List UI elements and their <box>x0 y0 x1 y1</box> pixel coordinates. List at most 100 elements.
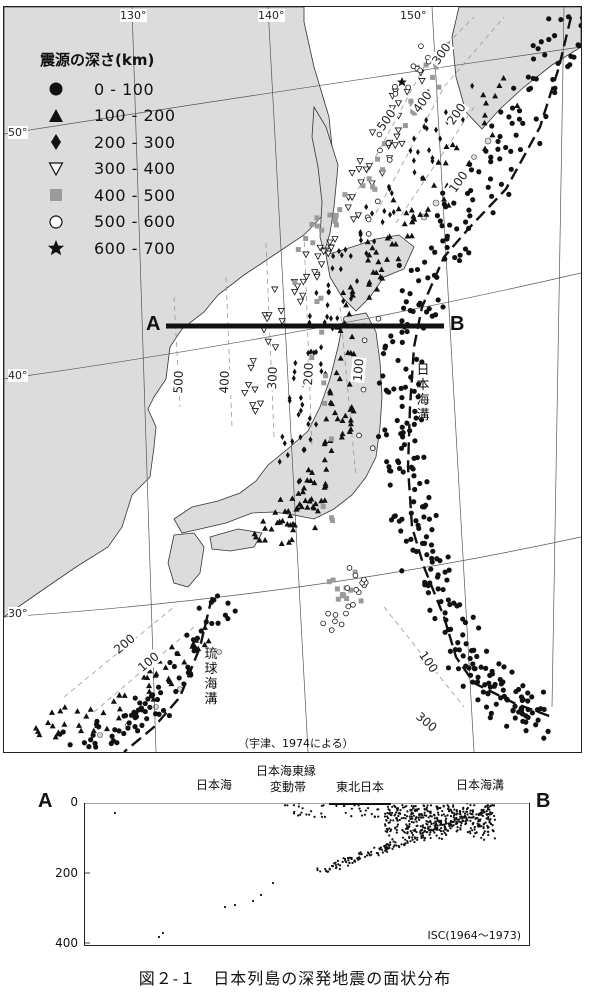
hypocenter-mark <box>470 197 476 203</box>
xsec-hypocenter-mark <box>429 836 432 840</box>
hypocenter-mark <box>326 239 334 247</box>
hypocenter-mark <box>249 358 257 365</box>
xsec-hypocenter-mark <box>453 819 456 822</box>
hypocenter-mark <box>404 232 411 239</box>
xsec-hypocenter-mark <box>482 826 485 829</box>
hypocenter-mark <box>306 498 313 504</box>
xsec-hypocenter-mark <box>445 833 448 836</box>
hypocenter-mark <box>319 248 328 256</box>
hypocenter-mark <box>372 238 377 245</box>
hypocenter-mark <box>325 313 330 321</box>
xsec-hypocenter-mark <box>493 837 496 840</box>
hypocenter-mark <box>295 247 301 253</box>
hypocenter-mark <box>416 525 422 531</box>
hypocenter-mark <box>424 552 430 558</box>
hypocenter-mark <box>432 249 438 255</box>
hypocenter-mark <box>32 724 39 731</box>
hypocenter-mark <box>390 196 397 203</box>
xsec-hypocenter-mark <box>419 829 423 832</box>
xsec-hypocenter-mark <box>485 817 488 820</box>
hypocenter-mark <box>311 269 319 276</box>
hypocenter-mark <box>45 719 52 726</box>
xsec-hypocenter-mark <box>487 806 490 810</box>
hypocenter-mark <box>314 223 320 229</box>
hypocenter-mark <box>449 141 456 148</box>
hypocenter-mark <box>444 577 450 583</box>
xsec-hypocenter-mark <box>429 819 432 822</box>
xsec-hypocenter-mark <box>456 826 459 829</box>
xsec-hypocenter-mark <box>394 841 397 844</box>
xsec-hypocenter-mark <box>469 827 472 830</box>
xsec-hypocenter-mark <box>443 823 446 826</box>
xsec-hypocenter-mark <box>401 828 404 832</box>
xsec-hypocenter-mark <box>416 838 419 842</box>
xsec-hypocenter-mark <box>471 816 474 819</box>
hypocenter-mark <box>309 469 316 475</box>
hypocenter-mark <box>146 667 153 674</box>
xsec-hypocenter-mark <box>427 827 430 830</box>
hypocenter-mark <box>321 440 328 447</box>
xsec-hypocenter-mark <box>479 813 483 816</box>
hypocenter-mark <box>426 494 432 501</box>
xsec-hypocenter-mark <box>388 827 391 830</box>
hypocenter-mark <box>232 608 238 614</box>
hypocenter-mark <box>327 244 335 252</box>
xsec-hypocenter-mark <box>432 813 436 816</box>
hypocenter-mark <box>398 431 404 437</box>
hypocenter-mark <box>403 299 409 305</box>
hypocenter-mark <box>203 619 209 625</box>
hypocenter-mark <box>251 386 259 394</box>
hypocenter-mark <box>173 688 179 695</box>
hypocenter-mark <box>61 704 68 710</box>
hypocenter-mark <box>93 744 99 750</box>
hypocenter-mark <box>247 364 255 372</box>
xsec-hypocenter-mark <box>409 817 412 820</box>
xsec-hypocenter-mark <box>442 829 445 833</box>
xsec-hypocenter-mark <box>399 812 402 815</box>
xsec-hypocenter-mark <box>271 881 275 885</box>
hypocenter-mark <box>430 157 435 165</box>
hypocenter-mark <box>189 643 196 649</box>
hypocenter-mark <box>353 586 359 593</box>
hypocenter-mark <box>174 650 181 656</box>
xsec-hypocenter-mark <box>471 823 475 826</box>
hypocenter-mark <box>381 141 387 147</box>
hypocenter-mark <box>486 680 492 686</box>
hypocenter-mark <box>525 74 531 80</box>
xsec-hypocenter-mark <box>363 855 367 858</box>
hypocenter-mark <box>369 244 376 251</box>
xsec-hypocenter-mark <box>436 819 439 822</box>
legend-label: 300 - 400 <box>94 159 176 179</box>
hypocenter-mark <box>165 675 172 682</box>
xsec-hypocenter-mark <box>449 827 452 830</box>
xsec-hypocenter-mark <box>487 815 490 819</box>
xsec-hypocenter-mark <box>286 804 289 807</box>
hypocenter-mark <box>441 196 448 202</box>
hypocenter-mark <box>334 586 340 592</box>
hypocenter-mark <box>364 250 369 257</box>
hypocenter-mark <box>489 123 495 129</box>
xsec-hypocenter-mark <box>480 836 483 839</box>
xsec-hypocenter-mark <box>409 840 412 843</box>
hypocenter-mark <box>201 624 208 630</box>
hypocenter-mark <box>497 156 503 162</box>
xsec-hypocenter-mark <box>375 851 378 855</box>
depth-legend: 震源の深さ(km) 0 - 100 100 - 200 200 - 300 30… <box>18 49 188 262</box>
hypocenter-mark <box>48 709 55 715</box>
hypocenter-mark <box>310 240 316 246</box>
xsec-hypocenter-mark <box>320 815 324 819</box>
hypocenter-mark <box>355 277 360 285</box>
hypocenter-mark <box>456 257 463 264</box>
hypocenter-mark <box>399 288 405 294</box>
hypocenter-mark <box>413 356 420 363</box>
hypocenter-mark <box>112 727 118 733</box>
hypocenter-mark <box>542 52 548 58</box>
hypocenter-mark <box>467 655 473 662</box>
hypocenter-mark <box>385 140 392 146</box>
xsec-hypocenter-mark <box>305 813 308 816</box>
xsec-hypocenter-mark <box>350 857 353 861</box>
hypocenter-mark <box>298 407 303 414</box>
hypocenter-mark <box>344 596 350 602</box>
cross-section-panel: 日本海 日本海東縁 変動帯 東北日本 日本海溝 A B <box>0 760 590 960</box>
xsec-hypocenter-mark <box>423 829 426 832</box>
